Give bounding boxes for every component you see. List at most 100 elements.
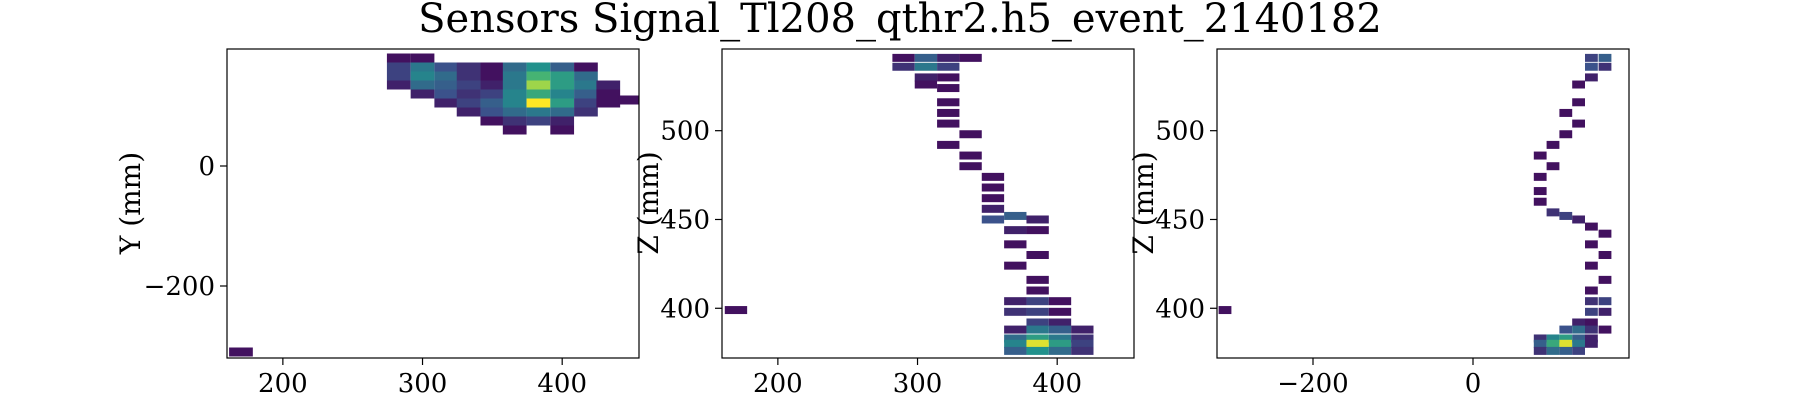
panel-yz-cell: [1585, 297, 1598, 306]
panel-xy-yticks: 0 −200: [144, 152, 227, 302]
panel-xz-cell: [914, 73, 938, 82]
panel-xz-cell: [1004, 325, 1027, 334]
panel-yz-cell: [1533, 346, 1547, 355]
panel-yz-cell: [1598, 275, 1612, 284]
panel-xy-cell: [574, 89, 598, 99]
panel-xy-cell: [456, 80, 481, 90]
panel-xz: 200 300 400 500 450 400 Z (mm): [632, 48, 1135, 399]
panel-yz-cell: [1572, 119, 1585, 128]
panel-yz-cell: [1585, 325, 1598, 334]
panel-xz-cell: [1026, 346, 1049, 355]
panel-xy-cell: [526, 71, 551, 81]
panel-yz-cell: [1598, 229, 1612, 238]
panel-xy-cell: [618, 95, 639, 105]
panel-xz-cell: [1004, 297, 1027, 306]
panel-xz-cell: [981, 215, 1005, 224]
panel-xz-cell: [1026, 334, 1049, 343]
panel-xy-cell: [550, 89, 575, 99]
panel-yz-cell: [1585, 261, 1598, 270]
panel-xy-cell: [456, 62, 481, 72]
panel-xz-xtick-label: 200: [753, 369, 803, 399]
panel-xy-xtick-label: 300: [398, 369, 448, 399]
panel-xy-cell: [574, 62, 598, 72]
panel-xy-cell: [456, 107, 481, 117]
panel-xy-cell: [480, 89, 505, 99]
panel-xz-cell: [1026, 275, 1049, 284]
panel-yz-cell: [1585, 307, 1598, 316]
panel-xy-cell: [410, 62, 435, 72]
panel-xy-cell: [434, 71, 459, 81]
panel-yz-cell: [1546, 208, 1560, 217]
panel-xy-ylabel: Y (mm): [114, 152, 147, 255]
panel-yz-cell: [1559, 339, 1573, 348]
panel-yz-cell: [1585, 339, 1598, 348]
panel-xz-cell: [959, 162, 982, 171]
panel-xy: 200 300 400 0 −200 Y (mm): [114, 48, 640, 399]
panel-xz-cell: [1048, 318, 1072, 327]
panel-xz-cell: [1026, 286, 1049, 295]
panel-yz-cell: [1546, 339, 1560, 348]
panel-yz-xticks: −200 0: [1277, 358, 1481, 399]
panel-xy-cell: [574, 80, 598, 90]
panel-xz-cell: [1048, 334, 1072, 343]
panel-xz-cell: [892, 62, 915, 71]
panel-xy-cell: [386, 71, 411, 81]
panel-yz-cell: [1598, 53, 1612, 62]
panel-yz-cell: [1559, 130, 1573, 139]
panel-xz-cell: [1026, 215, 1049, 224]
panel-xz-cell: [1004, 240, 1027, 249]
panel-xy-cell: [574, 98, 598, 108]
panel-xy-cell: [596, 80, 621, 90]
panel-yz-cell: [1533, 151, 1547, 160]
panel-yz-cell: [1546, 140, 1560, 149]
panel-xz-ytick-label: 500: [660, 117, 710, 147]
panel-yz-cell: [1598, 307, 1612, 316]
panel-yz-cell: [1559, 325, 1573, 334]
panel-yz-ytick-label: 400: [1155, 294, 1205, 324]
panel-yz-cell: [1533, 197, 1547, 206]
panel-xz-cell: [1004, 346, 1027, 355]
panel-xy-cell: [434, 89, 459, 99]
panel-xy-cell: [434, 62, 459, 72]
panel-xy-cell: [229, 347, 253, 357]
panel-xy-cell: [502, 125, 527, 135]
panel-xz-cell: [959, 151, 982, 160]
panel-xz-cell: [937, 98, 960, 107]
panel-yz-cell: [1546, 346, 1560, 355]
panel-xz-cell: [892, 53, 915, 62]
panel-yz-xtick-label: −200: [1277, 369, 1348, 399]
panel-yz-cell: [1218, 306, 1232, 315]
panel-xz-cell: [1004, 261, 1027, 270]
panel-xy-cell: [502, 89, 527, 99]
panel-xy-cell: [410, 89, 435, 99]
panel-xz-cell: [981, 204, 1005, 213]
panel-xy-cell: [434, 80, 459, 90]
panel-xz-ylabel: Z (mm): [632, 151, 665, 254]
panel-xz-xticks: 200 300 400: [753, 358, 1082, 399]
panel-yz-cell: [1533, 187, 1547, 196]
panel-yz-cell: [1546, 334, 1560, 343]
panel-xy-cell: [480, 80, 505, 90]
panel-yz-cell: [1559, 211, 1573, 220]
panel-xy-cell: [410, 71, 435, 81]
panel-xz-cell: [981, 194, 1005, 203]
panel-xy-cell: [526, 89, 551, 99]
panel-xy-cells: [229, 53, 639, 357]
panel-xz-yticks: 500 450 400: [660, 117, 722, 324]
panel-yz-cell: [1585, 334, 1598, 343]
panel-yz-cell: [1585, 73, 1598, 82]
panel-xy-cell: [550, 98, 575, 108]
panel-xy-cell: [574, 71, 598, 81]
panel-xy-cell: [550, 62, 575, 72]
panel-xz-cell: [959, 130, 982, 139]
panel-xz-cell: [981, 183, 1005, 192]
panel-xy-cell: [550, 80, 575, 90]
panel-yz-cell: [1533, 172, 1547, 181]
panel-xy-cell: [410, 53, 435, 63]
panel-xz-cell: [1071, 339, 1094, 348]
panel-xz-cell: [959, 53, 982, 62]
panel-yz-cell: [1559, 108, 1573, 117]
panel-yz-cell: [1572, 339, 1585, 348]
panel-yz-cell: [1585, 53, 1598, 62]
panel-xz-cell: [914, 80, 938, 89]
